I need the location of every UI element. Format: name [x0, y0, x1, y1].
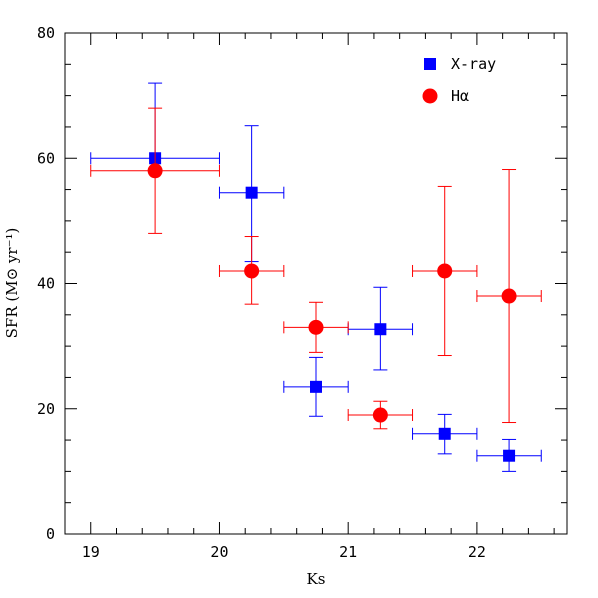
data-series	[90, 82, 542, 472]
legend-xray-marker	[424, 58, 436, 70]
series-halpha	[90, 107, 542, 430]
halpha-point	[147, 163, 163, 179]
y-axis-title: SFR (M⊙ yr⁻¹)	[3, 228, 21, 339]
y-tick-label: 0	[46, 525, 55, 543]
x-tick-label: 19	[82, 543, 100, 561]
legend: X-ray Hα	[422, 55, 496, 105]
y-tick-label: 20	[37, 400, 55, 418]
axis-ticks	[64, 32, 567, 535]
y-tick-label: 40	[37, 275, 55, 293]
x-tick-label: 20	[210, 543, 228, 561]
y-tick-label: 80	[37, 24, 55, 42]
legend-halpha-marker	[422, 88, 438, 104]
xray-point	[245, 186, 258, 199]
legend-label: Hα	[451, 87, 469, 105]
plot-frame	[64, 32, 568, 535]
halpha-point	[244, 263, 260, 279]
halpha-point	[372, 407, 388, 423]
xray-point	[310, 380, 322, 393]
x-tick-label: 21	[339, 543, 357, 561]
legend-label: X-ray	[451, 55, 496, 73]
xray-point	[374, 323, 387, 336]
y-tick-label: 60	[37, 149, 55, 167]
x-tick-label: 22	[468, 543, 486, 561]
halpha-point	[501, 288, 517, 304]
series-xray	[90, 82, 542, 472]
tick-labels: 19 20 21 22 0 20 40 60 80	[37, 24, 486, 561]
xray-point	[438, 427, 451, 440]
halpha-point	[437, 263, 453, 279]
halpha-point	[308, 319, 324, 335]
x-axis-title: Ks	[307, 570, 326, 588]
xray-point	[503, 449, 516, 462]
